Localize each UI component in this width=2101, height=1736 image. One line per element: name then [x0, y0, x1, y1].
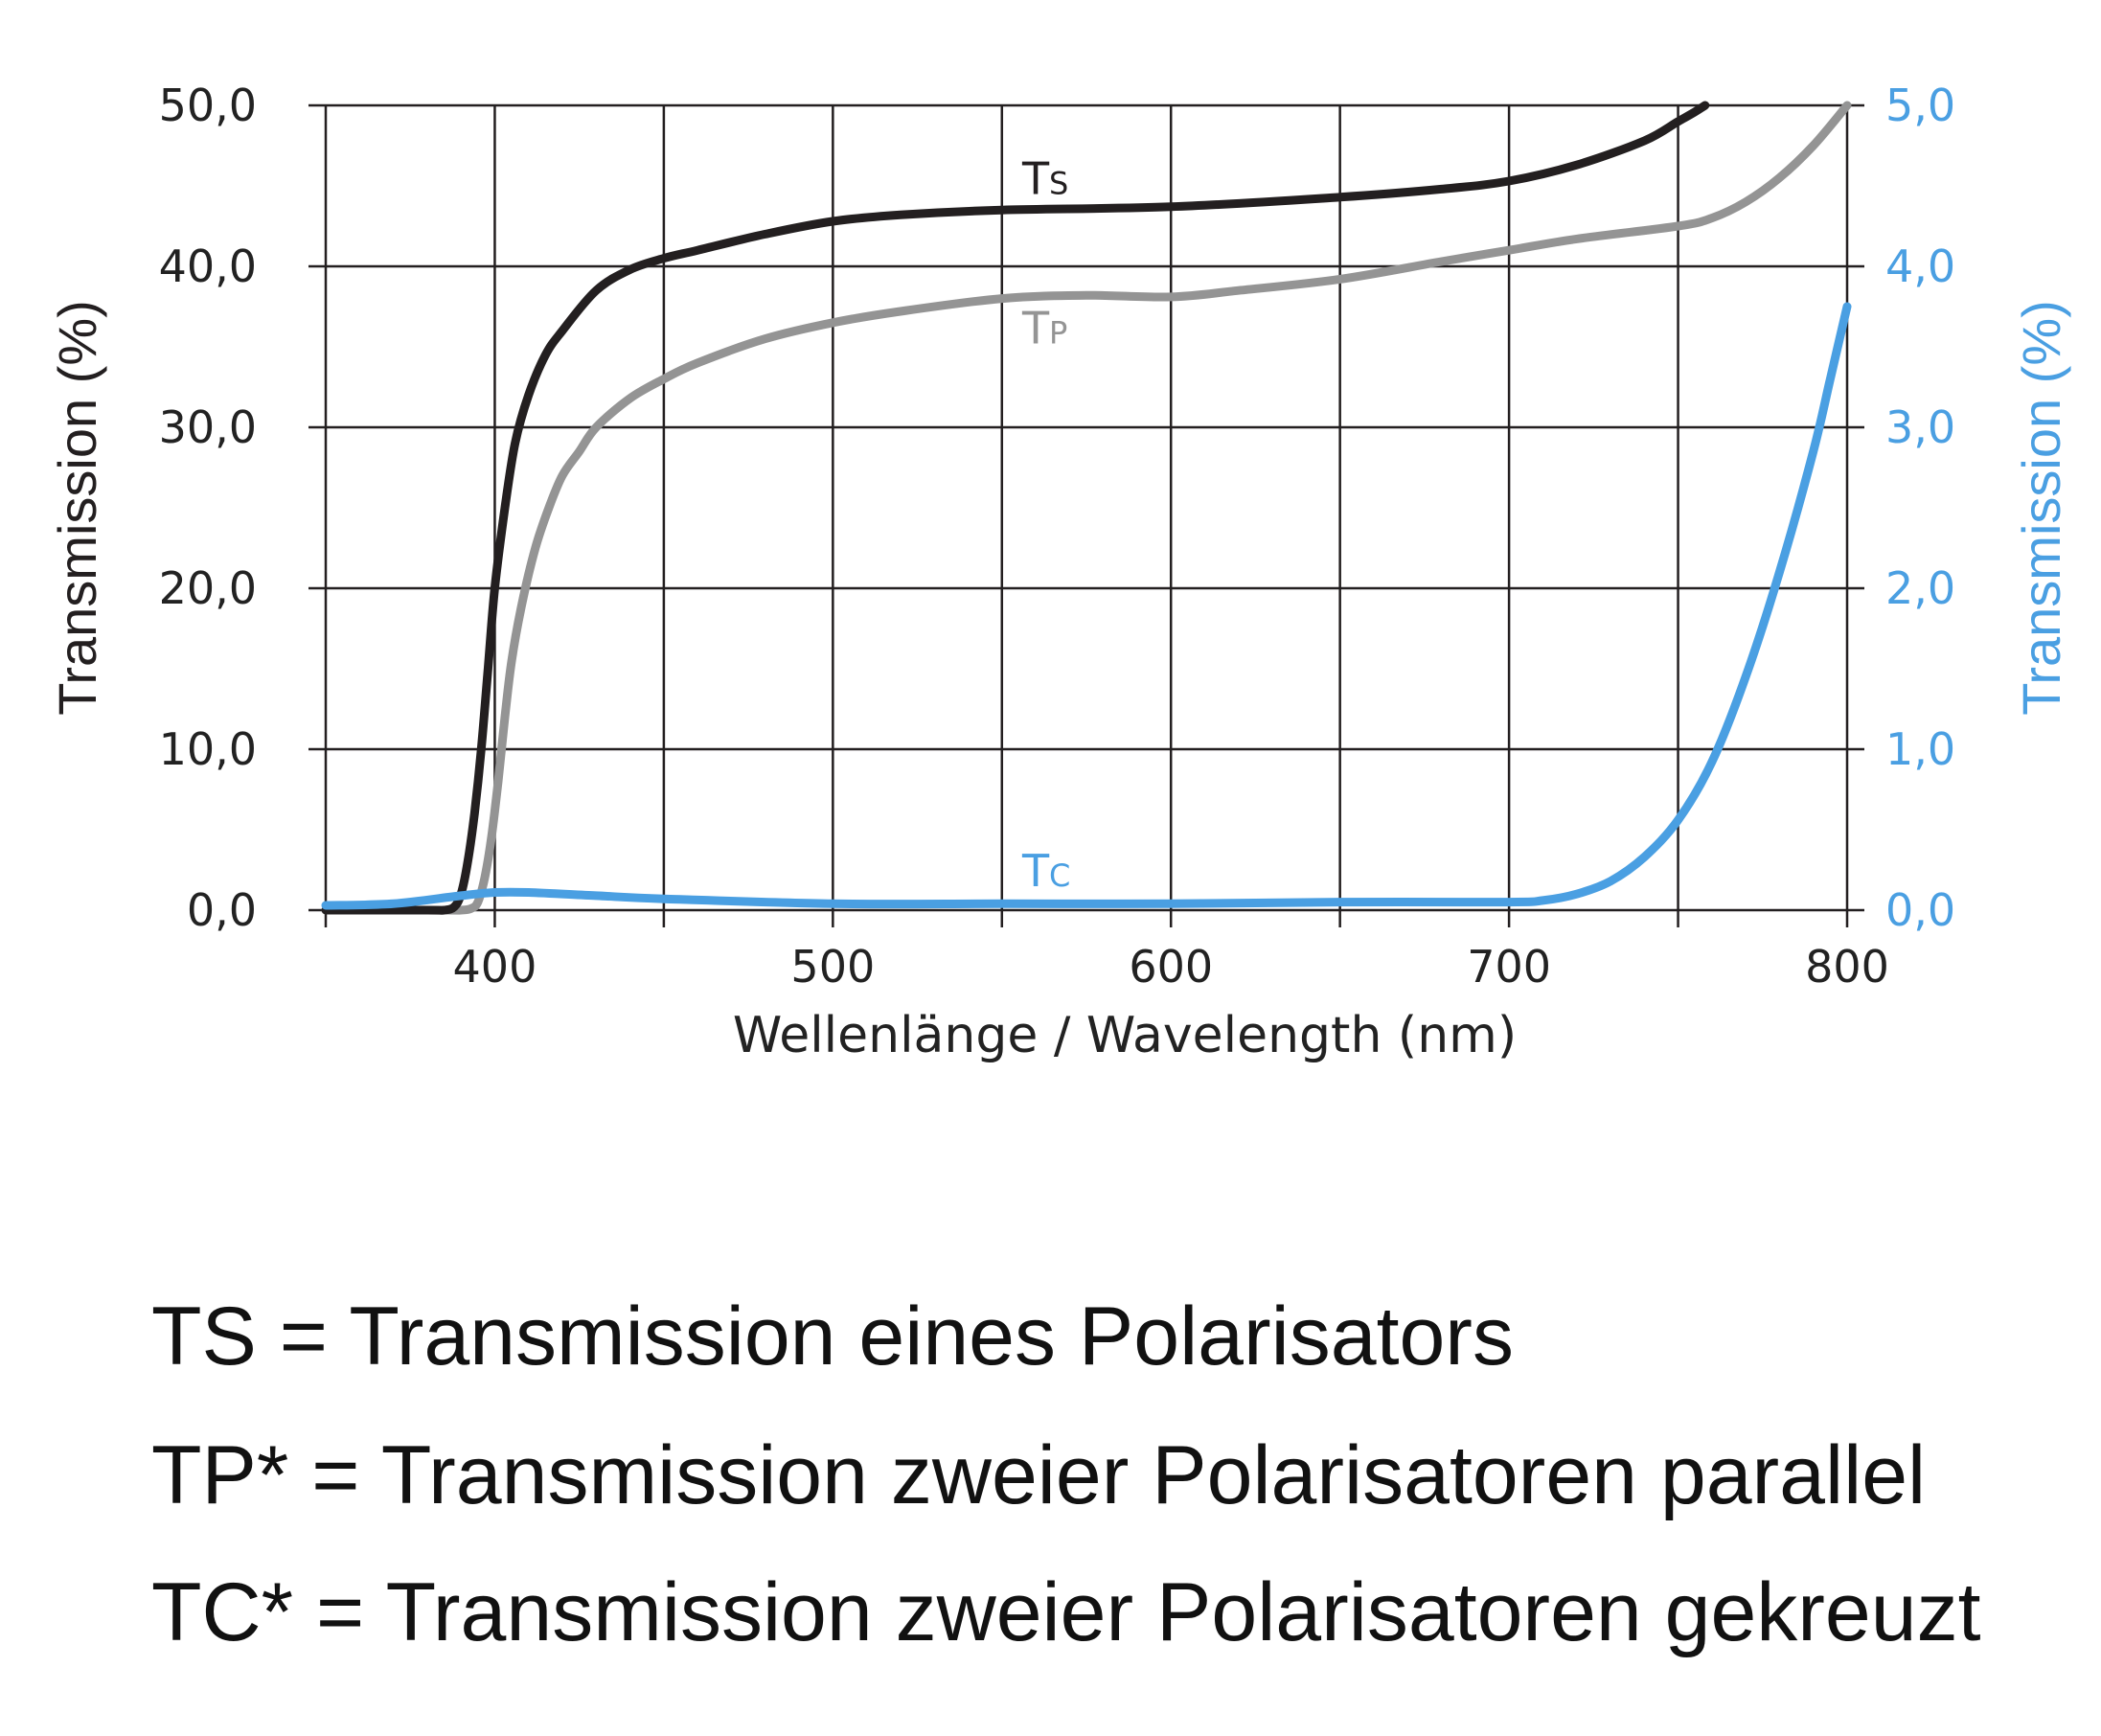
y-left-tick-label: 40,0	[159, 240, 257, 292]
series-label-ts: TS	[1021, 152, 1068, 204]
x-axis-title: Wellenlänge / Wavelength (nm)	[733, 1007, 1517, 1064]
x-tick-label: 800	[1805, 941, 1889, 993]
series-line-ts	[321, 101, 1710, 915]
y-right-axis-title: Transmission (%)	[2011, 300, 2071, 716]
y-left-tick-label: 10,0	[159, 723, 257, 775]
y-left-tick-label: 20,0	[159, 562, 257, 614]
y-left-axis-title: Transmission (%)	[47, 300, 107, 716]
y-right-tick-label: 2,0	[1885, 562, 1955, 614]
y-right-tick-label: 5,0	[1885, 80, 1955, 131]
y-right-tick-label: 3,0	[1885, 401, 1955, 453]
x-tick-label: 500	[790, 941, 875, 993]
y-right-tick-label: 0,0	[1885, 884, 1955, 936]
legend-note-tp: TP* = Transmission zweier Polarisatoren …	[151, 1429, 1927, 1521]
x-tick-label: 600	[1129, 941, 1213, 993]
y-right-tick-label: 1,0	[1885, 723, 1955, 775]
y-left-tick-label: 0,0	[187, 884, 257, 936]
y-right-tick-label: 4,0	[1885, 240, 1955, 292]
series-label-tp: TP	[1021, 303, 1067, 354]
series-line-tc	[321, 302, 1852, 910]
legend-note-ts: TS = Transmission eines Polarisators	[151, 1291, 1514, 1382]
series-label-tc: TC	[1021, 845, 1070, 897]
y-left-tick-label: 30,0	[159, 401, 257, 453]
series-line-tp	[321, 101, 1852, 915]
x-tick-label: 700	[1467, 941, 1551, 993]
grid	[308, 103, 1864, 927]
axis-labels: 400 500 600 700 8000,010,020,030,040,050,00,…	[47, 80, 2071, 1064]
x-tick-label: 400	[453, 941, 537, 993]
y-left-tick-label: 50,0	[159, 80, 257, 131]
legend-note-tc: TC* = Transmission zweier Polarisatoren …	[151, 1566, 1981, 1658]
series-lines	[321, 101, 1852, 915]
